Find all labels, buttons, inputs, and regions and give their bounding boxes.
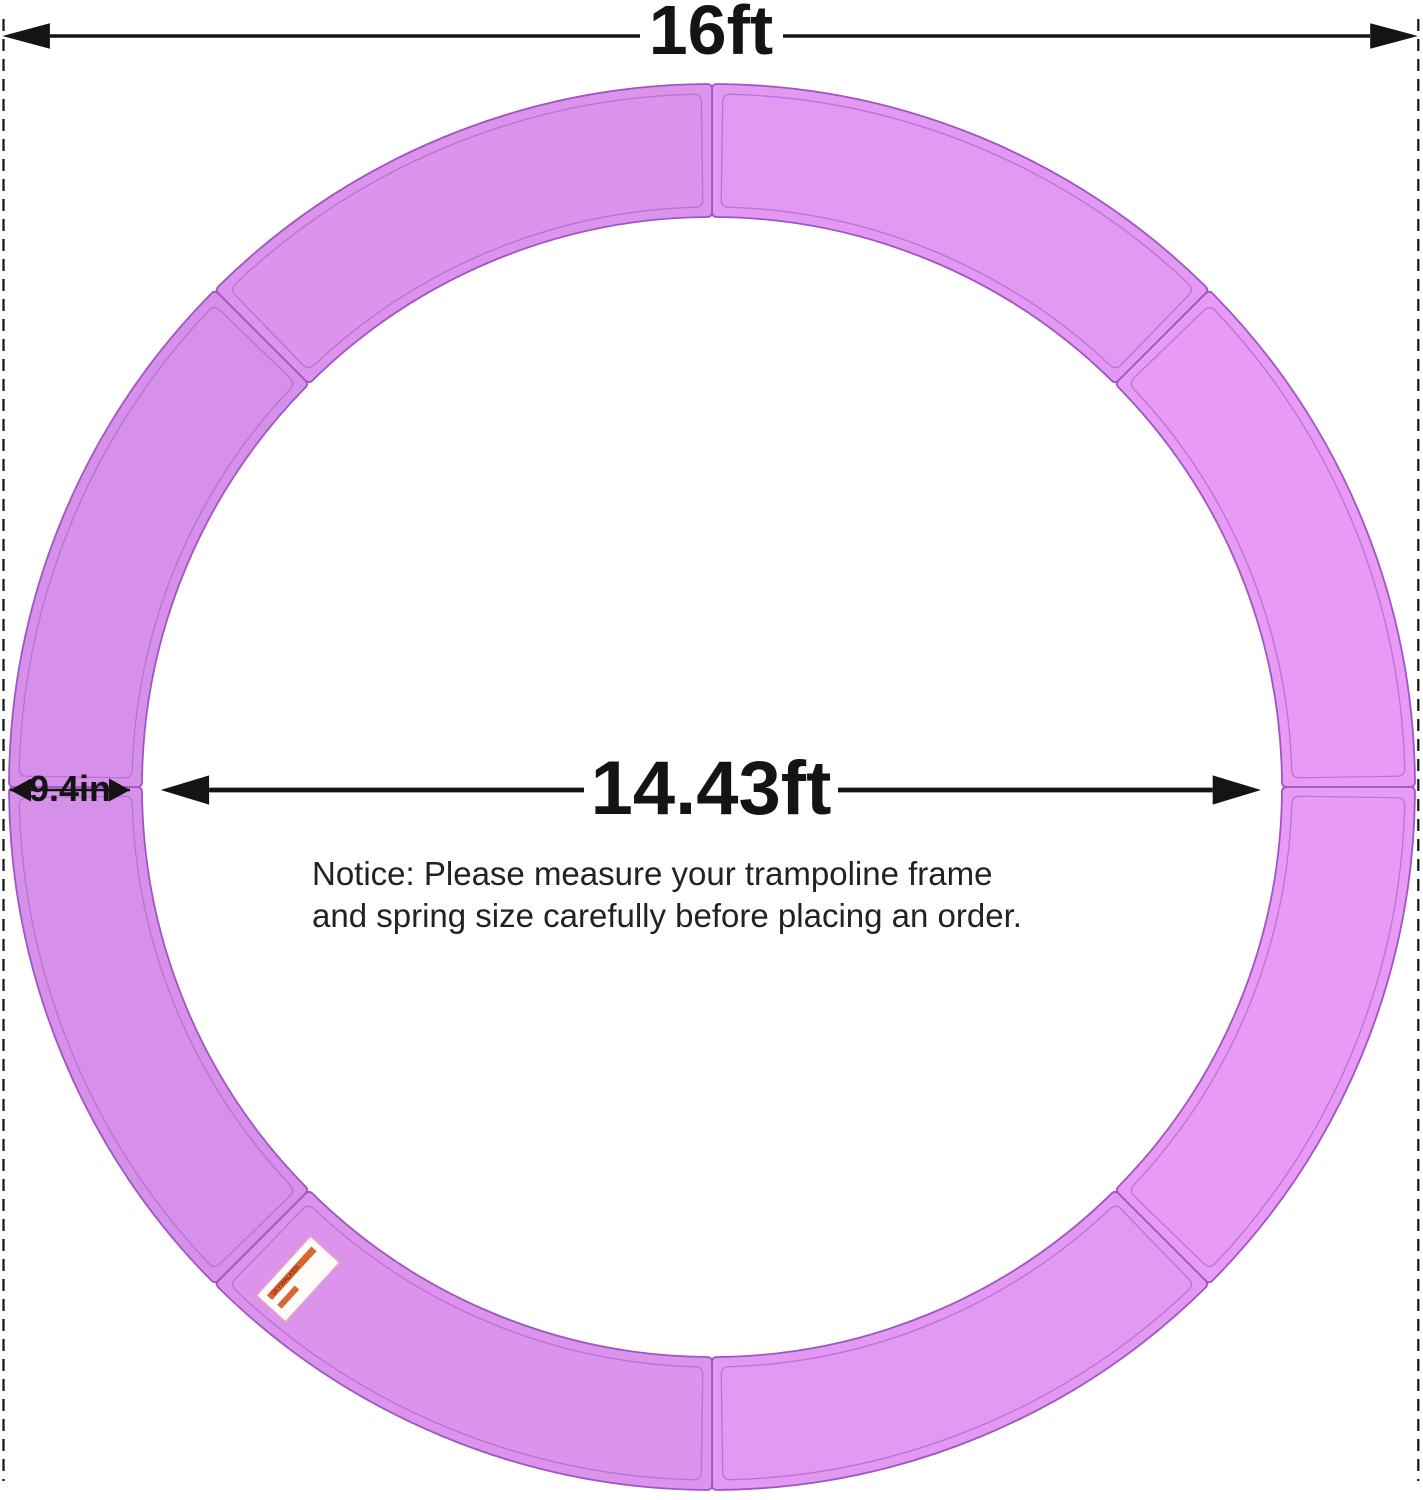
svg-text:16ft: 16ft — [649, 0, 773, 69]
svg-text:14.43ft: 14.43ft — [591, 746, 832, 831]
svg-text:and spring size carefully befo: and spring size carefully before placing… — [312, 897, 1022, 934]
svg-text:9.4in: 9.4in — [29, 768, 111, 809]
svg-text:Notice: Please measure your tr: Notice: Please measure your trampoline f… — [312, 855, 992, 892]
